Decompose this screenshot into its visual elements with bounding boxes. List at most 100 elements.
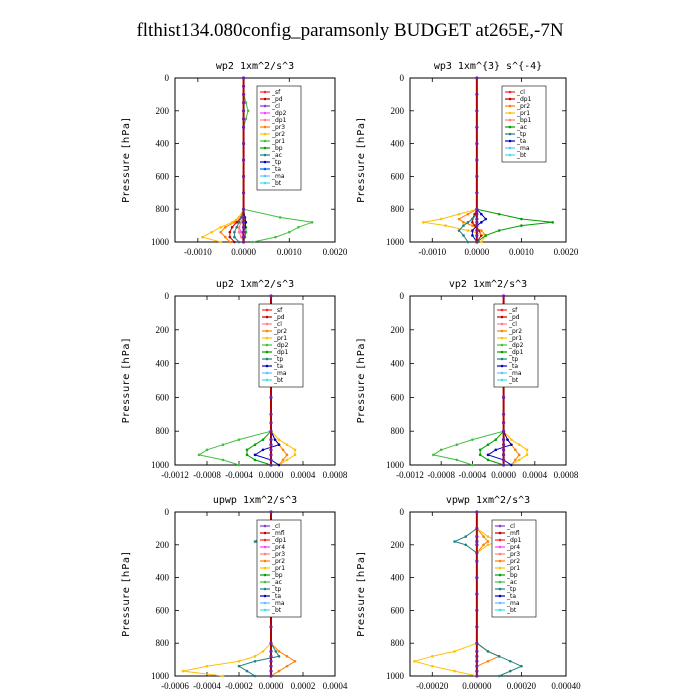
- legend-entry: _ma: [273, 370, 287, 377]
- data-point: [480, 240, 483, 244]
- data-point: [475, 654, 479, 658]
- data-point: [482, 535, 485, 538]
- data-point: [430, 655, 434, 658]
- legend-marker: [263, 118, 267, 122]
- legend-entry: _cl: [506, 523, 515, 530]
- data-point: [281, 448, 285, 452]
- legend-marker: [498, 531, 502, 535]
- legend-marker: [508, 118, 512, 122]
- data-point: [475, 109, 479, 113]
- legend-marker: [263, 587, 267, 591]
- data-point: [471, 217, 474, 221]
- legend-entry: _bt: [508, 377, 519, 384]
- x-tick-label: 0.0002: [291, 681, 316, 691]
- legend-marker: [263, 573, 267, 577]
- data-point: [475, 228, 479, 233]
- data-point: [281, 458, 285, 462]
- y-tick-label: 800: [391, 204, 405, 214]
- legend-entry: _ma: [516, 145, 530, 152]
- data-point: [413, 659, 416, 663]
- data-point: [230, 225, 234, 229]
- legend-entry: _ta: [271, 166, 281, 173]
- series-line: [458, 78, 487, 243]
- legend-entry: _sf: [273, 307, 283, 314]
- x-tick-label: 0.0000: [231, 247, 256, 257]
- data-point: [471, 221, 474, 224]
- legend-entry: _ma: [508, 370, 522, 377]
- data-point: [237, 659, 241, 663]
- legend-entry: _ac: [271, 152, 282, 159]
- legend-entry: _bt: [271, 180, 282, 187]
- y-tick-label: 200: [391, 325, 405, 335]
- chart-panel-4: vp2 1xm^2/s^3 Pressure [hPa] 0 200 400 600 800…: [356, 279, 579, 480]
- data-point: [551, 221, 554, 224]
- data-point: [475, 592, 479, 596]
- x-tick-label: -0.0010: [418, 247, 446, 257]
- data-point: [502, 448, 506, 452]
- legend-entry: _bp: [271, 145, 283, 152]
- legend-marker: [263, 538, 267, 542]
- data-point: [514, 448, 517, 452]
- y-tick-label: 600: [391, 605, 405, 615]
- legend-entry: _ac: [506, 579, 517, 586]
- data-point: [269, 294, 273, 298]
- legend-marker: [508, 132, 512, 136]
- data-point: [475, 212, 479, 216]
- legend-marker: [500, 357, 504, 361]
- data-point: [274, 650, 278, 653]
- x-tick-label: 0.0008: [323, 470, 348, 480]
- data-point: [310, 221, 314, 224]
- data-point: [462, 224, 465, 227]
- data-point: [475, 551, 479, 555]
- data-point: [269, 429, 273, 433]
- data-point: [464, 543, 468, 547]
- data-point: [244, 117, 248, 121]
- data-point: [285, 458, 289, 462]
- data-point: [475, 543, 479, 547]
- data-point: [241, 117, 246, 121]
- legend-marker: [265, 329, 269, 333]
- data-point: [245, 448, 249, 452]
- legend-entry: _tp: [506, 586, 516, 593]
- y-tick-label: 1000: [386, 460, 405, 470]
- legend-entry: _cl: [271, 523, 280, 530]
- legend-marker: [508, 111, 512, 115]
- data-point: [462, 234, 465, 237]
- y-tick-label: 600: [391, 171, 405, 181]
- data-point: [241, 174, 246, 178]
- data-point: [297, 225, 300, 229]
- legend-entry: _bt: [273, 377, 284, 384]
- legend-marker: [498, 594, 502, 598]
- data-point: [278, 216, 282, 219]
- legend-entry: _pr2: [506, 558, 520, 565]
- data-point: [269, 674, 273, 678]
- data-point: [453, 669, 456, 673]
- y-tick-label: 800: [391, 426, 405, 436]
- x-tick-label: 0.0000: [464, 247, 489, 257]
- data-point: [520, 224, 523, 227]
- data-point: [235, 221, 239, 224]
- plot-frame: [174, 77, 336, 243]
- legend-marker: [508, 97, 512, 101]
- legend-marker: [500, 378, 504, 382]
- data-point: [475, 608, 479, 613]
- data-point: [482, 543, 485, 547]
- x-tick-label: -0.0004: [459, 470, 487, 480]
- data-point: [237, 221, 241, 224]
- legend-entry: _pr1: [271, 138, 285, 145]
- x-tick-label: 0.0020: [323, 247, 348, 257]
- data-point: [237, 438, 241, 441]
- legend-marker: [263, 104, 267, 108]
- data-point: [497, 212, 501, 216]
- series-line: [432, 296, 505, 466]
- panel-title: upwp 1xm^2/s^3: [213, 495, 297, 506]
- legend-marker: [263, 580, 267, 584]
- data-point: [261, 448, 265, 452]
- data-point: [517, 453, 521, 457]
- legend-entry: _dp1: [516, 96, 532, 103]
- chart-panel-3: up2 1xm^2/s^3 Pressure [hPa] 0 200 400 600 800…: [121, 279, 348, 480]
- plot-frame: [174, 295, 336, 466]
- legend-marker: [508, 139, 512, 143]
- data-point: [471, 234, 474, 237]
- data-point: [253, 453, 257, 457]
